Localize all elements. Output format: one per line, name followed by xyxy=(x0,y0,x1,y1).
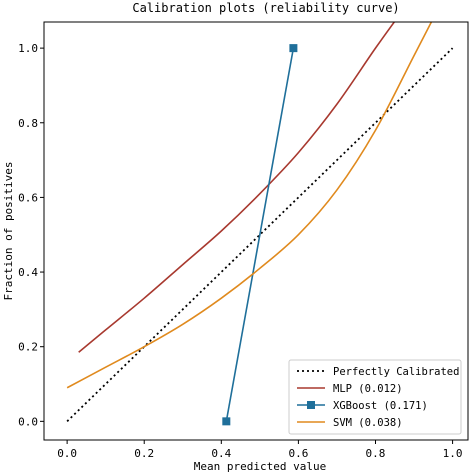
legend: Perfectly Calibrated MLP (0.012) XGBoost (… xyxy=(288,359,462,435)
series-line-xgboost-0-171 xyxy=(225,47,295,422)
y-tick-label: 0.0 xyxy=(18,415,38,428)
y-tick-label: 0.6 xyxy=(18,191,38,204)
x-tick-label: 0.4 xyxy=(211,447,231,460)
y-tick-label: 0.2 xyxy=(18,341,38,354)
chart-title: Calibration plots (reliability curve) xyxy=(132,1,399,15)
series-line-svm-0-038 xyxy=(66,22,433,389)
series-layer xyxy=(66,22,454,422)
legend-marker xyxy=(307,401,315,409)
legend-label: XGBoost (0.171) xyxy=(333,400,428,412)
x-axis-label: Mean predicted value xyxy=(194,460,326,473)
xgboost-point xyxy=(289,44,298,53)
y-tick-label: 0.8 xyxy=(18,117,38,130)
legend-label: MLP (0.012) xyxy=(333,383,403,395)
xgboost-point xyxy=(222,417,231,426)
markers-layer xyxy=(222,44,298,426)
x-tick-label: 0.6 xyxy=(288,447,308,460)
x-tick-label: 0.0 xyxy=(57,447,77,460)
ticks-layer: 0.0 0.2 0.4 0.6 0.8 1.0 0.0 0.2 0.4 0.6 0.8 1.0 xyxy=(18,42,462,460)
x-tick-label: 0.2 xyxy=(134,447,154,460)
legend-label: Perfectly Calibrated xyxy=(333,366,459,378)
series-line-mlp-0-012 xyxy=(78,22,396,353)
legend-label: SVM (0.038) xyxy=(333,417,403,429)
x-tick-label: 0.8 xyxy=(366,447,386,460)
y-tick-label: 0.4 xyxy=(18,266,38,279)
y-axis-label: Fraction of positives xyxy=(2,161,15,300)
x-tick-label: 1.0 xyxy=(443,447,463,460)
legend-box xyxy=(288,359,462,435)
plot-frame xyxy=(43,21,469,441)
y-tick-label: 1.0 xyxy=(18,42,38,55)
